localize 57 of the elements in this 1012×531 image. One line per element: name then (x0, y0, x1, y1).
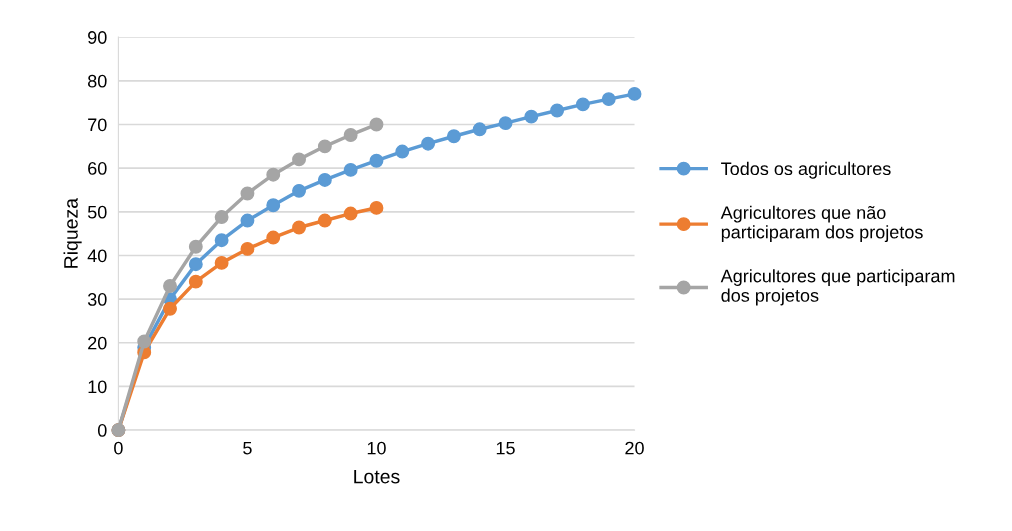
point (214, 255, 229, 270)
legend-label: Agricultores que não participaram dos projetos (720, 205, 923, 243)
point (240, 213, 255, 228)
point (498, 116, 513, 131)
point (395, 144, 410, 159)
point (214, 210, 229, 224)
y-tick-label: 10 (88, 380, 107, 394)
point (550, 103, 565, 118)
y-tick-label: 40 (87, 249, 107, 263)
point (240, 186, 255, 201)
point (369, 200, 384, 215)
x-tick-label: 0 (114, 441, 123, 455)
point (601, 92, 616, 107)
point (369, 117, 384, 132)
point (317, 213, 332, 228)
y-tick-label: 20 (88, 336, 107, 350)
point (575, 97, 590, 112)
point (472, 122, 487, 137)
x-tick-label: 15 (496, 441, 515, 455)
point (188, 239, 203, 254)
y-tick-label: 90 (88, 31, 107, 44)
point (317, 172, 332, 187)
x-axis-title: Lotes (354, 469, 400, 484)
point (266, 230, 281, 245)
x-tick-label: 10 (367, 441, 386, 455)
point (292, 152, 306, 167)
y-tick-label: 30 (87, 293, 107, 306)
point (524, 109, 539, 124)
point (627, 86, 642, 101)
point (343, 128, 358, 142)
point (266, 198, 281, 213)
point (188, 274, 203, 289)
point (188, 257, 203, 272)
point (317, 139, 332, 154)
point (446, 129, 461, 144)
point (214, 233, 229, 248)
point (292, 220, 306, 235)
point (292, 183, 306, 198)
legend-label: Todos os agricultores (721, 161, 891, 179)
y-tick-label: 0 (97, 424, 107, 437)
point (240, 241, 255, 256)
point (163, 279, 177, 293)
y-tick-label: 60 (88, 162, 107, 175)
point (421, 136, 436, 151)
point (343, 206, 358, 221)
point (343, 162, 358, 177)
point (266, 167, 281, 182)
point (137, 334, 152, 349)
point (163, 301, 177, 316)
point (369, 153, 384, 168)
x-tick-label: 5 (243, 441, 252, 455)
y-tick-label: 80 (88, 74, 107, 88)
y-tick-label: 50 (87, 205, 107, 219)
y-tick-label: 70 (88, 118, 107, 132)
y-axis-title: Riqueza (63, 197, 82, 268)
x-tick-label: 20 (625, 441, 644, 455)
legend-label: Agricultores que participaram dos projetos (720, 269, 955, 306)
